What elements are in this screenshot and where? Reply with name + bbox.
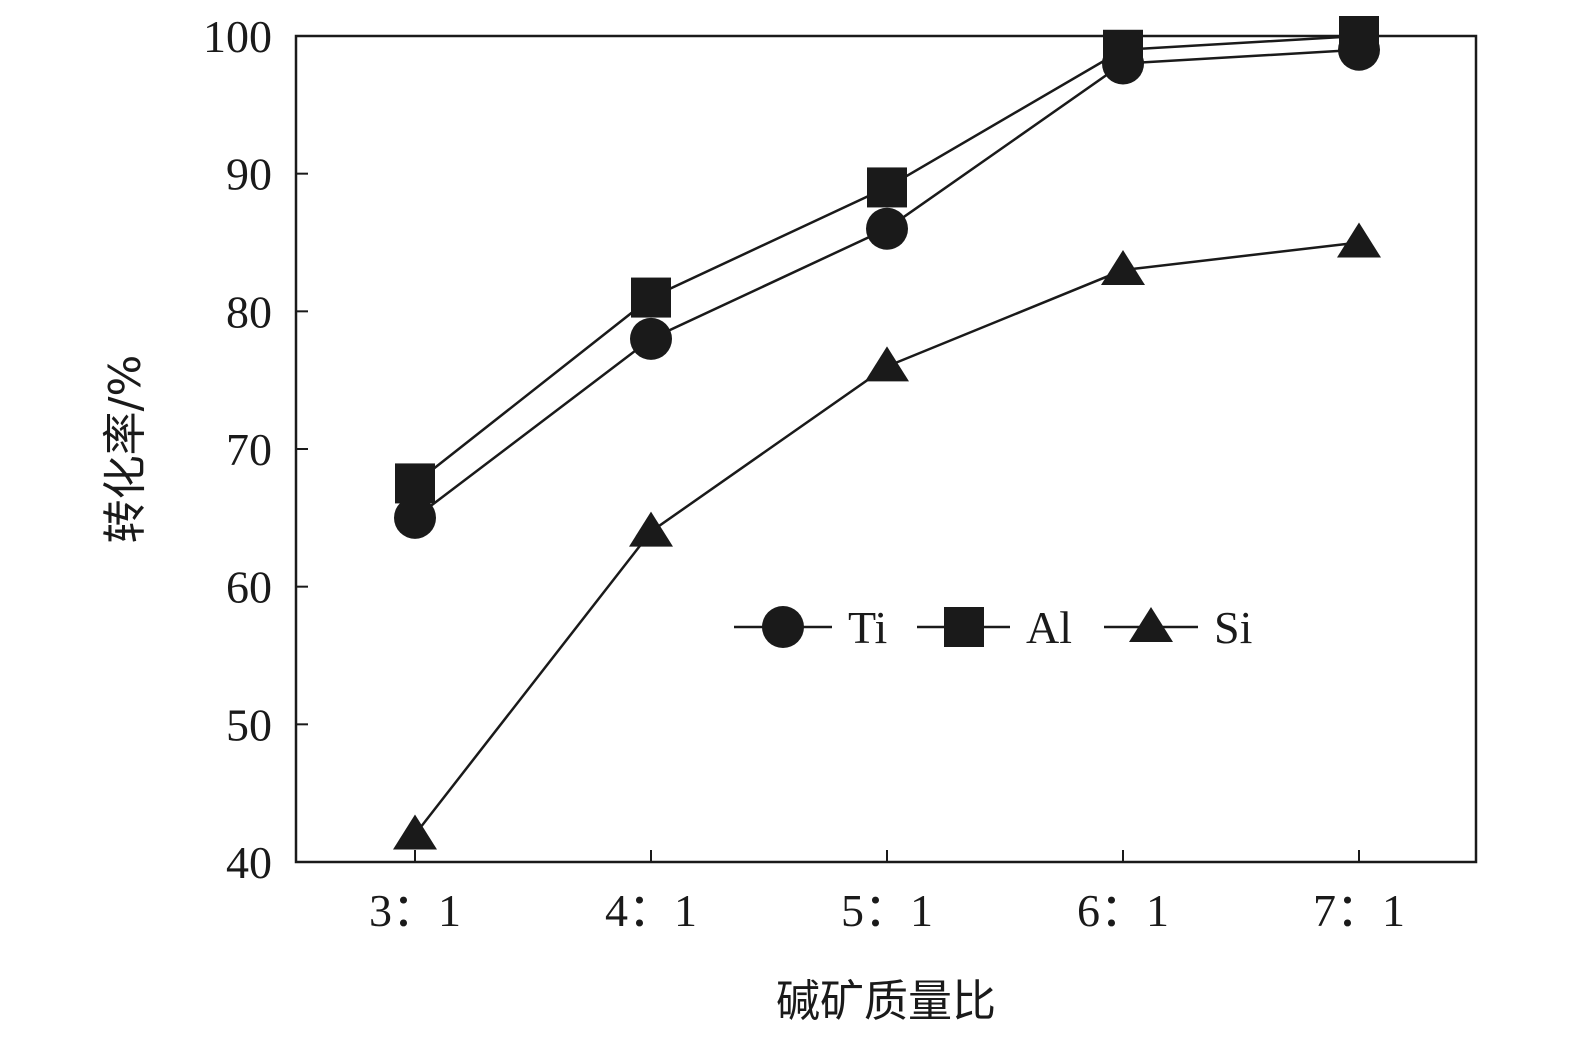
data-point-ti [630,317,672,360]
x-tick-label: 3：1 [369,885,461,936]
x-tick-label: 6：1 [1077,885,1169,936]
y-tick-label: 60 [226,562,272,613]
x-axis: 3：1 4：1 5：1 6：1 7：1 [369,850,1405,936]
legend-label-ti: Ti [848,602,887,653]
y-axis-title: 转化率/% [100,355,151,544]
data-point-al [1339,16,1379,56]
y-tick-label: 100 [203,11,272,62]
data-point-al [1103,29,1143,70]
y-tick-label: 40 [226,837,272,888]
legend-label-al: Al [1026,602,1072,653]
data-point-al [631,277,671,318]
data-point-si [1337,222,1381,258]
data-point-si [393,814,437,850]
series-layer [393,16,1381,850]
legend-label-si: Si [1214,602,1252,653]
y-tick-label: 80 [226,286,272,337]
y-tick-label: 50 [226,699,272,750]
data-point-si [629,511,673,547]
legend: Ti Al Si [734,602,1252,653]
data-point-al [867,167,907,208]
y-tick-label: 90 [226,149,272,200]
x-axis-title: 碱矿质量比 [776,976,996,1027]
x-tick-label: 7：1 [1313,885,1405,936]
legend-marker-al [944,607,984,647]
y-tick-label: 70 [226,424,272,475]
data-point-si [1101,250,1145,286]
y-axis: 40 50 60 70 80 90 100 [203,11,308,888]
legend-marker-si [1129,607,1173,642]
data-point-ti [866,207,908,250]
x-tick-label: 5：1 [841,885,933,936]
legend-marker-ti [762,606,804,648]
x-tick-label: 4：1 [605,885,697,936]
data-point-al [395,463,435,504]
series-line-ti [414,48,1360,519]
data-point-si [865,346,909,382]
series-line-si [414,241,1360,836]
plot-frame [294,34,1478,864]
data-point-ti [394,496,436,539]
